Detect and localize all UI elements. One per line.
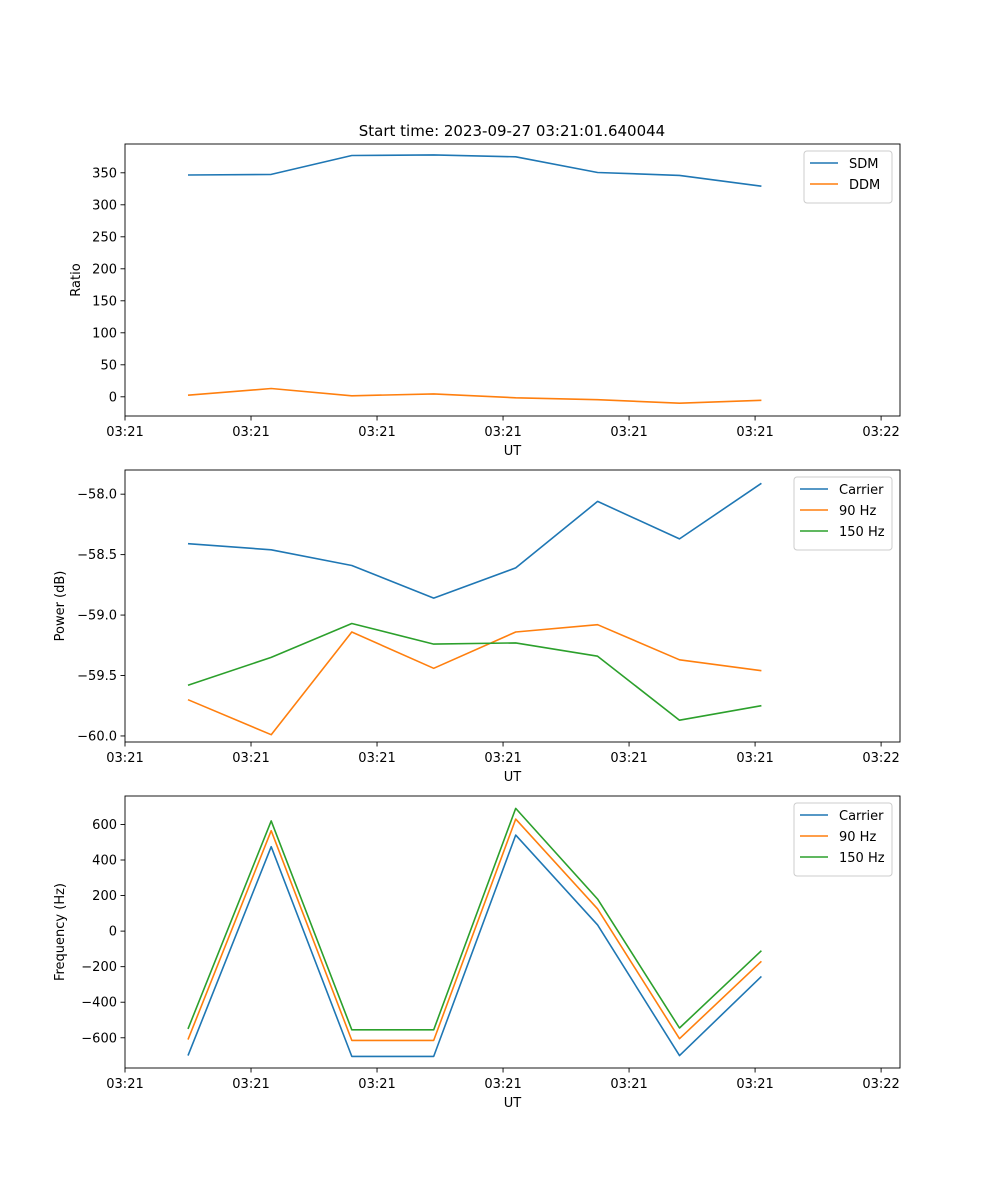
x-tick-label: 03:21 (736, 751, 773, 766)
y-tick-label: −58.0 (77, 488, 117, 503)
figure-title: Start time: 2023-09-27 03:21:01.640044 (359, 122, 665, 140)
y-tick-label: 0 (109, 925, 117, 940)
y-tick-label: 200 (92, 889, 117, 904)
x-tick-label: 03:21 (484, 751, 521, 766)
x-tick-label: 03:21 (106, 425, 143, 440)
series-line-90-hz (187, 818, 762, 1042)
axes-frame (124, 795, 901, 1069)
y-tick-label: −58.5 (77, 548, 117, 563)
x-tick-label: 03:21 (610, 751, 647, 766)
series-line-150-hz (187, 807, 762, 1031)
y-tick-label: −60.0 (77, 729, 117, 744)
chart-panel-2: 03:21 03:21 03:21 03:21 03:21 03:21 03:22 −60.0… (53, 469, 901, 785)
legend: Carrier 90 Hz 150 Hz (793, 476, 893, 551)
y-tick-label: 50 (100, 358, 117, 373)
series-line-carrier (187, 482, 762, 599)
x-axis-label: UT (504, 1096, 522, 1111)
legend: SDM DDM (803, 150, 893, 204)
y-tick-label: 400 (92, 854, 117, 869)
legend: Carrier 90 Hz 150 Hz (793, 802, 893, 877)
series-line-150-hz (187, 622, 762, 722)
legend-label: Carrier (839, 483, 884, 498)
x-tick-label: 03:21 (106, 751, 143, 766)
x-tick-label: 03:22 (862, 425, 899, 440)
legend-box (803, 150, 893, 204)
y-tick-label: 600 (92, 818, 117, 833)
y-tick-label: −200 (81, 960, 117, 975)
legend-label: SDM (849, 157, 878, 172)
legend-label: 150 Hz (839, 525, 885, 540)
series-line-sdm (187, 154, 762, 187)
x-tick-label: 03:21 (358, 425, 395, 440)
x-tick-label: 03:21 (232, 1077, 269, 1092)
y-tick-label: −600 (81, 1031, 117, 1046)
y-axis-label: Power (dB) (53, 571, 68, 642)
x-axis-label: UT (504, 444, 522, 459)
y-tick-label: 0 (109, 390, 117, 405)
chart-panel-1: 03:21 03:21 03:21 03:21 03:21 03:21 03:22 0 50 10… (69, 143, 901, 459)
y-tick-label: 300 (92, 198, 117, 213)
series-line-90-hz (187, 623, 762, 736)
y-tick-label: −59.0 (77, 609, 117, 624)
y-tick-label: 150 (92, 294, 117, 309)
panels: 03:21 03:21 03:21 03:21 03:21 03:21 03:22 0 50 10… (53, 143, 901, 1111)
legend-label: 90 Hz (839, 504, 876, 519)
y-tick-label: 350 (92, 166, 117, 181)
legend-label: 90 Hz (839, 830, 876, 845)
y-tick-label: 100 (92, 326, 117, 341)
legend-label: 150 Hz (839, 851, 885, 866)
x-tick-label: 03:21 (106, 1077, 143, 1092)
x-tick-label: 03:21 (232, 425, 269, 440)
x-tick-label: 03:21 (358, 751, 395, 766)
x-tick-label: 03:21 (232, 751, 269, 766)
x-tick-label: 03:22 (862, 751, 899, 766)
y-tick-label: −400 (81, 996, 117, 1011)
y-tick-label: −59.5 (77, 669, 117, 684)
x-tick-label: 03:21 (484, 1077, 521, 1092)
series-line-carrier (187, 834, 762, 1058)
y-axis-label: Frequency (Hz) (53, 883, 68, 981)
chart-panel-3: 03:21 03:21 03:21 03:21 03:21 03:21 03:22 −600 −… (53, 795, 901, 1111)
series-line-ddm (187, 387, 762, 405)
legend-label: Carrier (839, 809, 884, 824)
x-tick-label: 03:21 (610, 1077, 647, 1092)
x-tick-label: 03:22 (862, 1077, 899, 1092)
y-tick-label: 200 (92, 262, 117, 277)
x-tick-label: 03:21 (358, 1077, 395, 1092)
x-tick-label: 03:21 (484, 425, 521, 440)
y-axis-label: Ratio (69, 263, 84, 296)
axes-frame (124, 143, 901, 417)
x-tick-label: 03:21 (610, 425, 647, 440)
legend-label: DDM (849, 178, 880, 193)
y-tick-label: 250 (92, 230, 117, 245)
x-axis-label: UT (504, 770, 522, 785)
axes-frame (124, 469, 901, 743)
x-tick-label: 03:21 (736, 1077, 773, 1092)
x-tick-label: 03:21 (736, 425, 773, 440)
